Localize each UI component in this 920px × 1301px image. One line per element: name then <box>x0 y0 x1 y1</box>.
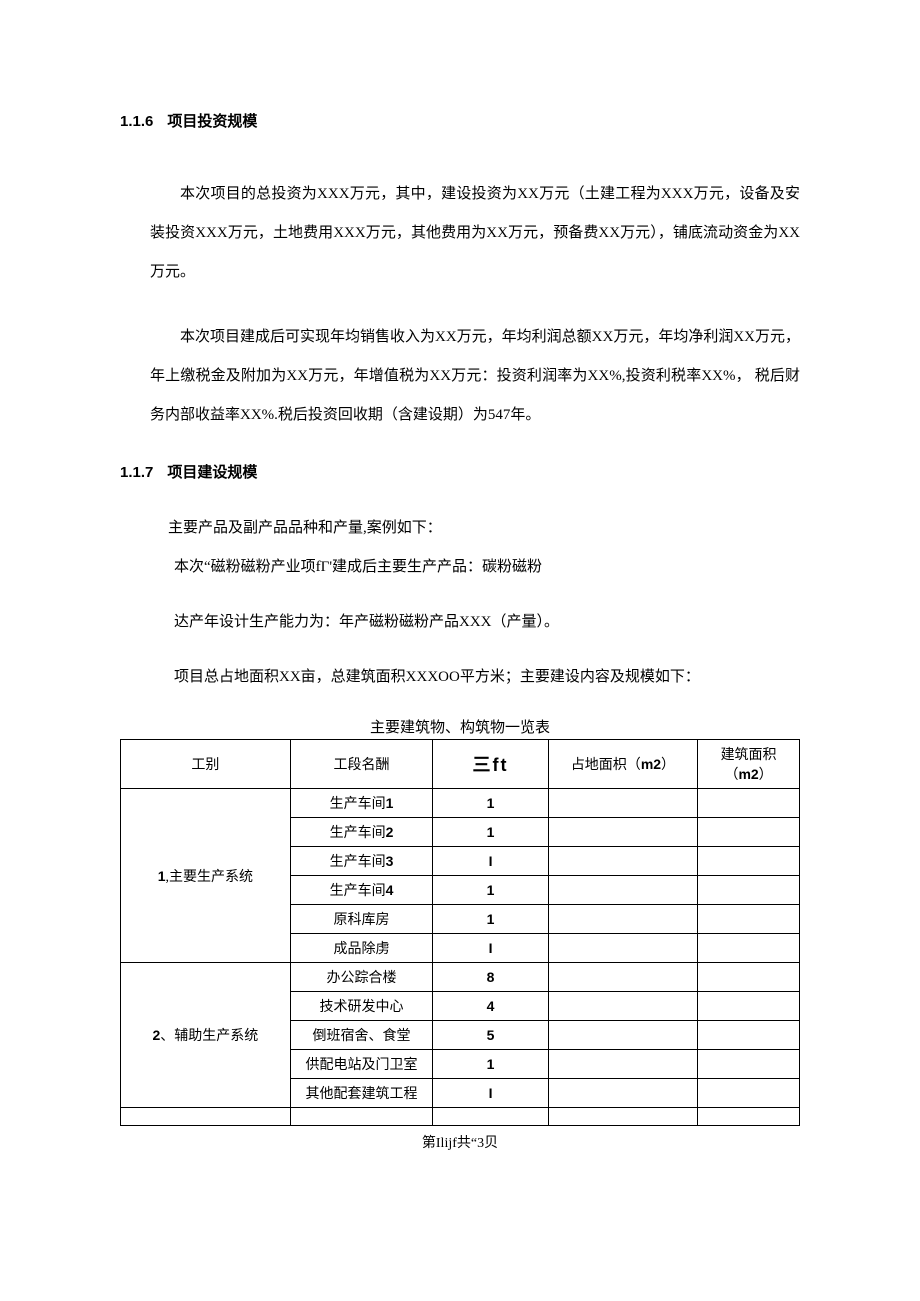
build-area-cell <box>698 1021 800 1050</box>
para-117-3: 达产年设计生产能力为：年产磁粉磁粉产品XXX（产量）。 <box>144 606 800 639</box>
build-area-cell <box>698 905 800 934</box>
land-area-cell <box>548 1021 697 1050</box>
qty-cell: 1 <box>433 818 548 847</box>
land-area-cell <box>548 992 697 1021</box>
land-area-cell <box>548 1050 697 1079</box>
segment-name-cell: 办公踪合楼 <box>290 963 433 992</box>
qty-cell: 4 <box>433 992 548 1021</box>
build-area-cell <box>698 847 800 876</box>
segment-name-cell: 成品除虏 <box>290 934 433 963</box>
page-footer: 第Ilijf共“3贝 <box>120 1132 800 1152</box>
th-jianzhumj: 建筑面积（m2） <box>698 740 800 789</box>
land-area-cell <box>548 905 697 934</box>
table-title: 主要建筑物、构筑物一览表 <box>120 716 800 737</box>
qty-cell: 1 <box>433 905 548 934</box>
heading-num: 1.1.7 <box>120 464 153 481</box>
table-row-empty <box>121 1108 800 1126</box>
th-zhandimj: 占地面枳（m2） <box>548 740 697 789</box>
th-gongduan: 工段名酬 <box>290 740 433 789</box>
segment-name-cell: 倒班宿舍、食堂 <box>290 1021 433 1050</box>
heading-1-1-6: 1.1.6 项目投资规模 <box>120 110 800 131</box>
qty-cell: 5 <box>433 1021 548 1050</box>
qty-cell: 1 <box>433 1050 548 1079</box>
build-area-cell <box>698 963 800 992</box>
group-cell: 2、辅助生产系统 <box>121 963 291 1108</box>
segment-name-cell: 其他配套建筑工程 <box>290 1079 433 1108</box>
table-body: 1,主要生产系统生产车间11生产车间21生产车间3I生产车间41原科库房1成品除… <box>121 789 800 1126</box>
qty-cell: 8 <box>433 963 548 992</box>
build-area-cell <box>698 876 800 905</box>
build-area-cell <box>698 1079 800 1108</box>
land-area-cell <box>548 789 697 818</box>
land-area-cell <box>548 818 697 847</box>
segment-name-cell: 供配电站及门卫室 <box>290 1050 433 1079</box>
qty-cell: 1 <box>433 789 548 818</box>
land-area-cell <box>548 934 697 963</box>
building-table: 工别 工段名酬 三ft 占地面枳（m2） 建筑面积（m2） 1,主要生产系统生产… <box>120 739 800 1126</box>
build-area-cell <box>698 1050 800 1079</box>
para-116-1: 本次项目的总投资为XXX万元，其中，建设投资为XX万元（土建工程为XXX万元，设… <box>150 175 800 292</box>
th-gongbie: 工别 <box>121 740 291 789</box>
table-row: 1,主要生产系统生产车间11 <box>121 789 800 818</box>
qty-cell: I <box>433 934 548 963</box>
land-area-cell <box>548 1079 697 1108</box>
para-117-1: 主要产品及副产品品种和产量,案例如下： <box>138 512 800 545</box>
para-117-2: 本次“磁粉磁粉产业项fΓ'建成后主要生产产品：碳粉磁粉 <box>144 551 800 584</box>
segment-name-cell: 生产车间3 <box>290 847 433 876</box>
table-header-row: 工别 工段名酬 三ft 占地面枳（m2） 建筑面积（m2） <box>121 740 800 789</box>
para-117-4: 项目总占地面积XX亩，总建筑面积XXXOO平方米；主要建设内容及规模如下： <box>144 661 800 694</box>
segment-name-cell: 技术研发中心 <box>290 992 433 1021</box>
segment-name-cell: 生产车间2 <box>290 818 433 847</box>
segment-name-cell: 生产车间4 <box>290 876 433 905</box>
build-area-cell <box>698 818 800 847</box>
land-area-cell <box>548 876 697 905</box>
segment-name-cell: 生产车间1 <box>290 789 433 818</box>
build-area-cell <box>698 992 800 1021</box>
qty-cell: I <box>433 847 548 876</box>
heading-1-1-7: 1.1.7 项目建设规模 <box>120 461 800 482</box>
build-area-cell <box>698 934 800 963</box>
heading-text: 项目投资规模 <box>167 113 257 130</box>
heading-num: 1.1.6 <box>120 113 153 130</box>
heading-text: 项目建设规模 <box>167 464 257 481</box>
table-row: 2、辅助生产系统办公踪合楼8 <box>121 963 800 992</box>
qty-cell: I <box>433 1079 548 1108</box>
land-area-cell <box>548 847 697 876</box>
th-shuliang: 三ft <box>433 740 548 789</box>
para-116-2: 本次项目建成后可实现年均销售收入为XX万元，年均利润总额XX万元，年均净利润XX… <box>150 318 800 435</box>
qty-cell: 1 <box>433 876 548 905</box>
group-cell: 1,主要生产系统 <box>121 789 291 963</box>
land-area-cell <box>548 963 697 992</box>
segment-name-cell: 原科库房 <box>290 905 433 934</box>
build-area-cell <box>698 789 800 818</box>
